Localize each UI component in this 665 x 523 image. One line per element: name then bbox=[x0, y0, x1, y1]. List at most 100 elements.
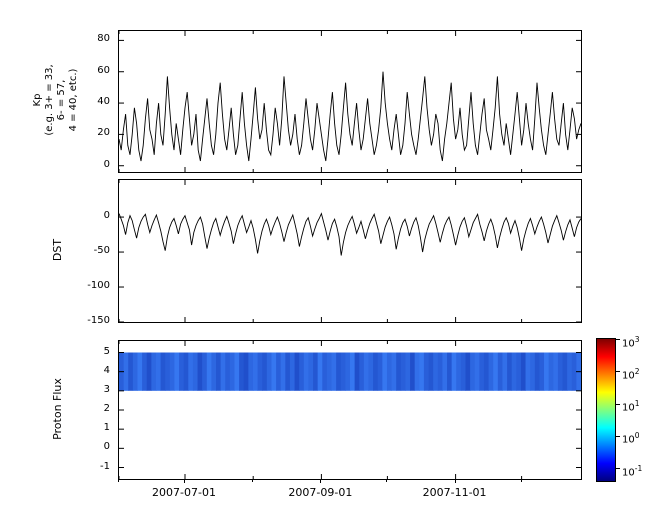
proton-flux-band-column bbox=[220, 352, 226, 391]
proton-flux-band-column bbox=[137, 352, 143, 391]
proton-flux-band-column bbox=[128, 352, 134, 391]
kp-axis-label: Kp (e.g. 3+ = 33, 6- = 57, 4 = 40, etc.) bbox=[32, 64, 79, 136]
proton-flux-band-column bbox=[276, 352, 282, 391]
proton-flux-band-column bbox=[488, 352, 494, 391]
proton-flux-band-column bbox=[225, 352, 231, 391]
proton-flux-band-column bbox=[202, 352, 208, 391]
colorbar-tick-label: 100 bbox=[622, 431, 640, 446]
proton-flux-band-column bbox=[460, 352, 466, 391]
y-tick-label: 1 bbox=[103, 422, 110, 434]
x-axis-outer-tick-mark bbox=[118, 479, 119, 482]
proton-flux-band-column bbox=[428, 352, 434, 391]
y-tick-label: 2 bbox=[103, 403, 110, 414]
y-tick-label: -100 bbox=[87, 280, 110, 292]
proton-flux-band-column bbox=[557, 352, 563, 391]
proton-flux-band-column bbox=[423, 352, 429, 391]
proton-flux-band-column bbox=[497, 352, 503, 391]
proton-flux-band-column bbox=[363, 352, 369, 391]
colorbar-tick-mark bbox=[616, 371, 620, 373]
proton-flux-band-column bbox=[192, 352, 198, 391]
kp-series-plot bbox=[119, 31, 581, 172]
proton-flux-band-column bbox=[142, 352, 148, 391]
proton-flux-band-column bbox=[317, 352, 323, 391]
proton-flux-band-column bbox=[414, 352, 420, 391]
y-tick-label: 0 bbox=[103, 210, 110, 222]
x-axis-outer-tick-mark bbox=[386, 479, 388, 482]
proton-flux-band-column bbox=[433, 352, 439, 391]
proton-flux-band-column bbox=[257, 352, 263, 391]
proton-flux-band-column bbox=[234, 352, 240, 391]
x-axis-outer-tick-mark bbox=[252, 479, 254, 482]
proton-flux-band-column bbox=[396, 352, 402, 391]
proton-flux-band-column bbox=[419, 352, 425, 391]
proton-flux-band-column bbox=[262, 352, 268, 391]
proton-flux-band-column bbox=[345, 352, 351, 391]
x-axis-outer-tick-mark bbox=[520, 479, 522, 482]
proton-flux-spectrogram bbox=[119, 341, 581, 479]
proton-flux-band-column bbox=[299, 352, 305, 391]
y-tick-label: -1 bbox=[100, 460, 110, 472]
proton-flux-band-column bbox=[165, 352, 171, 391]
proton-flux-band-column bbox=[350, 352, 356, 391]
proton-flux-band-column bbox=[534, 352, 540, 391]
y-tick-label: 20 bbox=[97, 127, 110, 139]
colorbar-tick-label: 103 bbox=[622, 334, 640, 349]
proton-flux-band-column bbox=[174, 352, 180, 391]
proton-flux-band-column bbox=[400, 352, 406, 391]
dst-axis-label: DST bbox=[51, 238, 64, 262]
proton-flux-band-column bbox=[437, 352, 443, 391]
y-tick-label: 40 bbox=[97, 96, 110, 108]
proton-flux-band-column bbox=[479, 352, 485, 391]
proton-flux-band-column bbox=[544, 352, 550, 391]
proton-flux-band-column bbox=[520, 352, 526, 391]
proton-flux-band-column bbox=[160, 352, 166, 391]
proton-flux-band-column bbox=[340, 352, 346, 391]
proton-flux-band-column bbox=[451, 352, 457, 391]
proton-flux-ytick-labels: 5 4 3 2 1 0 -1 bbox=[76, 340, 114, 478]
kp-index-line bbox=[119, 71, 581, 162]
proton-flux-band-column bbox=[502, 352, 508, 391]
proton-flux-band-column bbox=[155, 352, 161, 391]
proton-flux-band-column bbox=[483, 352, 489, 391]
proton-flux-band-column bbox=[507, 352, 513, 391]
proton-flux-band-column bbox=[442, 352, 448, 391]
proton-flux-band-column bbox=[336, 352, 342, 391]
proton-flux-band-column bbox=[183, 352, 189, 391]
y-tick-label: 5 bbox=[103, 345, 110, 357]
proton-flux-band-column bbox=[405, 352, 411, 391]
proton-flux-band-column bbox=[447, 352, 453, 391]
proton-flux-band-column bbox=[132, 352, 138, 391]
colorbar bbox=[596, 338, 616, 482]
proton-flux-band-column bbox=[313, 352, 319, 391]
proton-flux-band-column bbox=[197, 352, 203, 391]
proton-flux-band-column bbox=[373, 352, 379, 391]
colorbar-tick-mark bbox=[616, 403, 620, 405]
dst-series-plot bbox=[119, 180, 581, 322]
proton-flux-band-column bbox=[294, 352, 300, 391]
proton-flux-band-column bbox=[493, 352, 499, 391]
proton-flux-band-column bbox=[571, 352, 577, 391]
x-tick-label: 2007-11-01 bbox=[422, 486, 487, 499]
proton-flux-band-column bbox=[216, 352, 222, 391]
proton-flux-band-column bbox=[391, 352, 397, 391]
colorbar-tick-mark bbox=[616, 339, 620, 341]
proton-flux-band-column bbox=[530, 352, 536, 391]
x-tick-label: 2007-07-01 bbox=[152, 486, 216, 499]
proton-flux-band-column bbox=[354, 352, 360, 391]
proton-flux-band-column bbox=[188, 352, 194, 391]
proton-flux-band-column bbox=[211, 352, 217, 391]
y-tick-label: 3 bbox=[103, 383, 110, 395]
proton-flux-band-column bbox=[465, 352, 471, 391]
proton-flux-plot-area bbox=[118, 340, 582, 480]
proton-flux-band-column bbox=[239, 352, 245, 391]
colorbar-tick-label: 101 bbox=[622, 399, 640, 414]
x-axis-outer-tick-mark bbox=[454, 479, 456, 483]
proton-flux-band-column bbox=[410, 352, 416, 391]
y-tick-label: 80 bbox=[97, 33, 110, 45]
proton-flux-band-column bbox=[548, 352, 554, 391]
proton-flux-band-column bbox=[331, 352, 337, 391]
proton-flux-band-column bbox=[271, 352, 277, 391]
proton-flux-band-column bbox=[567, 352, 573, 391]
proton-flux-band-column bbox=[266, 352, 272, 391]
